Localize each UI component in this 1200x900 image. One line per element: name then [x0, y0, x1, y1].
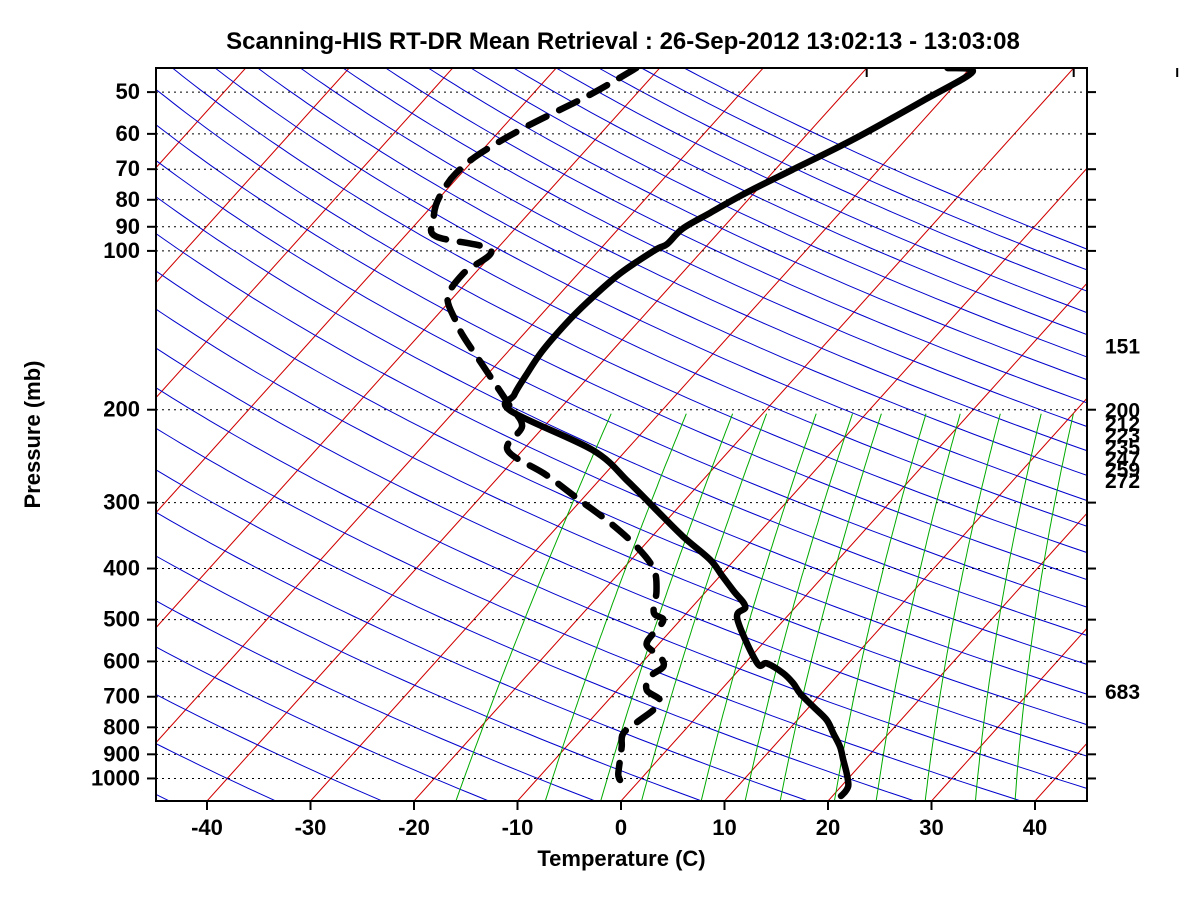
svg-text:151: 151	[1105, 335, 1140, 358]
svg-text:400: 400	[103, 556, 140, 581]
svg-text:0: 0	[615, 815, 627, 840]
svg-text:600: 600	[103, 648, 140, 673]
svg-text:-20: -20	[398, 815, 430, 840]
svg-text:200: 200	[103, 397, 140, 422]
svg-text:70: 70	[116, 156, 140, 181]
svg-text:-30: -30	[295, 815, 327, 840]
svg-text:900: 900	[103, 741, 140, 766]
svg-text:800: 800	[103, 714, 140, 739]
svg-text:10: 10	[712, 815, 736, 840]
svg-text:272: 272	[1105, 470, 1140, 493]
svg-text:500: 500	[103, 607, 140, 632]
svg-text:80: 80	[116, 187, 140, 212]
svg-text:90: 90	[116, 214, 140, 239]
svg-text:30: 30	[919, 815, 943, 840]
svg-text:60: 60	[116, 121, 140, 146]
svg-text:40: 40	[1023, 815, 1047, 840]
svg-text:300: 300	[103, 490, 140, 515]
svg-text:Pressure (mb): Pressure (mb)	[20, 361, 45, 509]
svg-text:-40: -40	[191, 815, 223, 840]
svg-text:-10: -10	[502, 815, 534, 840]
svg-text:50: 50	[116, 79, 140, 104]
svg-text:1000: 1000	[91, 765, 140, 790]
svg-text:20: 20	[816, 815, 840, 840]
svg-text:100: 100	[103, 238, 140, 263]
svg-text:Temperature (C): Temperature (C)	[537, 846, 705, 871]
svg-text:700: 700	[103, 684, 140, 709]
svg-text:683: 683	[1105, 681, 1140, 704]
